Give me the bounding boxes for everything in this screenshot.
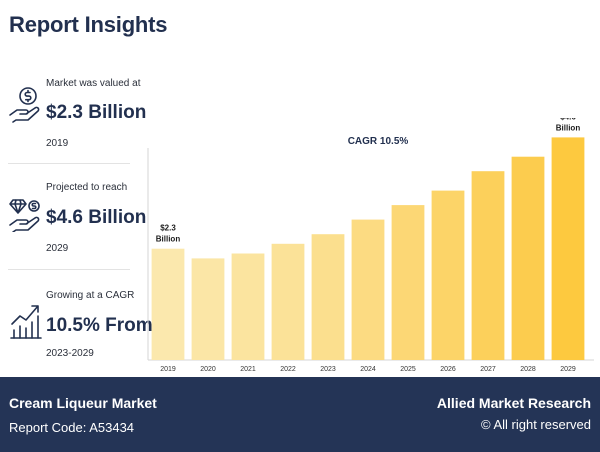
stat-value: $2.3 Billion: [46, 102, 147, 123]
bar-2028: [511, 156, 545, 360]
copyright: © All right reserved: [480, 417, 591, 432]
x-tick-label: 2029: [560, 366, 576, 373]
bar-2026: [431, 190, 465, 360]
bar-2019: [151, 248, 185, 360]
bar-chart: CAGR 10.5% 2019 $2.3 Billion 2020 2021 2022 202…: [147, 118, 594, 373]
stat-cagr: Growing at a CAGR 10.5% From 2023-2029: [8, 286, 153, 366]
x-tick-label: 2020: [200, 366, 216, 373]
x-tick-label: 2021: [240, 366, 256, 373]
stat-year: 2023-2029: [46, 348, 94, 359]
data-label-value: $4.6: [560, 118, 576, 121]
page-title: Report Insights: [9, 12, 168, 37]
x-tick-label: 2024: [360, 366, 376, 373]
stat-market-value: Market was valued at $2.3 Billion 2019: [8, 72, 146, 152]
stat-caption: Growing at a CAGR: [46, 290, 135, 301]
data-label-value: $2.3: [160, 224, 176, 233]
x-tick-label: 2022: [280, 366, 296, 373]
stat-projected-value: Projected to reach $4.6 Billion 2029: [8, 178, 146, 258]
footer-bar: Cream Liqueur Market Report Code: A53434…: [0, 377, 600, 452]
market-name: Cream Liqueur Market: [9, 395, 157, 411]
bar-2021: [231, 253, 265, 360]
x-tick-label: 2027: [480, 366, 496, 373]
report-code: Report Code: A53434: [9, 420, 135, 435]
stat-value: $4.6 Billion: [46, 207, 147, 228]
data-label-unit: Billion: [556, 123, 581, 132]
growth-chart-icon: [10, 305, 42, 339]
stat-caption: Market was valued at: [46, 78, 141, 89]
bar-2024: [351, 219, 385, 360]
stat-value: 10.5% From: [46, 315, 153, 336]
bar-2027: [471, 171, 505, 360]
bar-2022: [271, 243, 305, 360]
x-tick-label: 2028: [520, 366, 536, 373]
x-tick-label: 2019: [160, 366, 176, 373]
bar-2029: [551, 137, 585, 360]
chart-title: CAGR 10.5%: [348, 136, 409, 147]
data-label-unit: Billion: [156, 235, 181, 244]
x-tick-label: 2026: [440, 366, 456, 373]
stat-year: 2019: [46, 138, 69, 149]
money-hand-icon: [9, 87, 40, 123]
diamond-hand-icon: [9, 199, 40, 232]
stat-year: 2029: [46, 243, 69, 254]
brand-name: Allied Market Research: [436, 395, 591, 411]
bar-2023: [311, 234, 345, 360]
stat-caption: Projected to reach: [46, 182, 128, 193]
x-tick-label: 2023: [320, 366, 336, 373]
x-tick-label: 2025: [400, 366, 416, 373]
bar-2020: [191, 258, 225, 360]
divider: [8, 163, 130, 164]
divider: [8, 269, 130, 270]
bar-2025: [391, 205, 425, 360]
